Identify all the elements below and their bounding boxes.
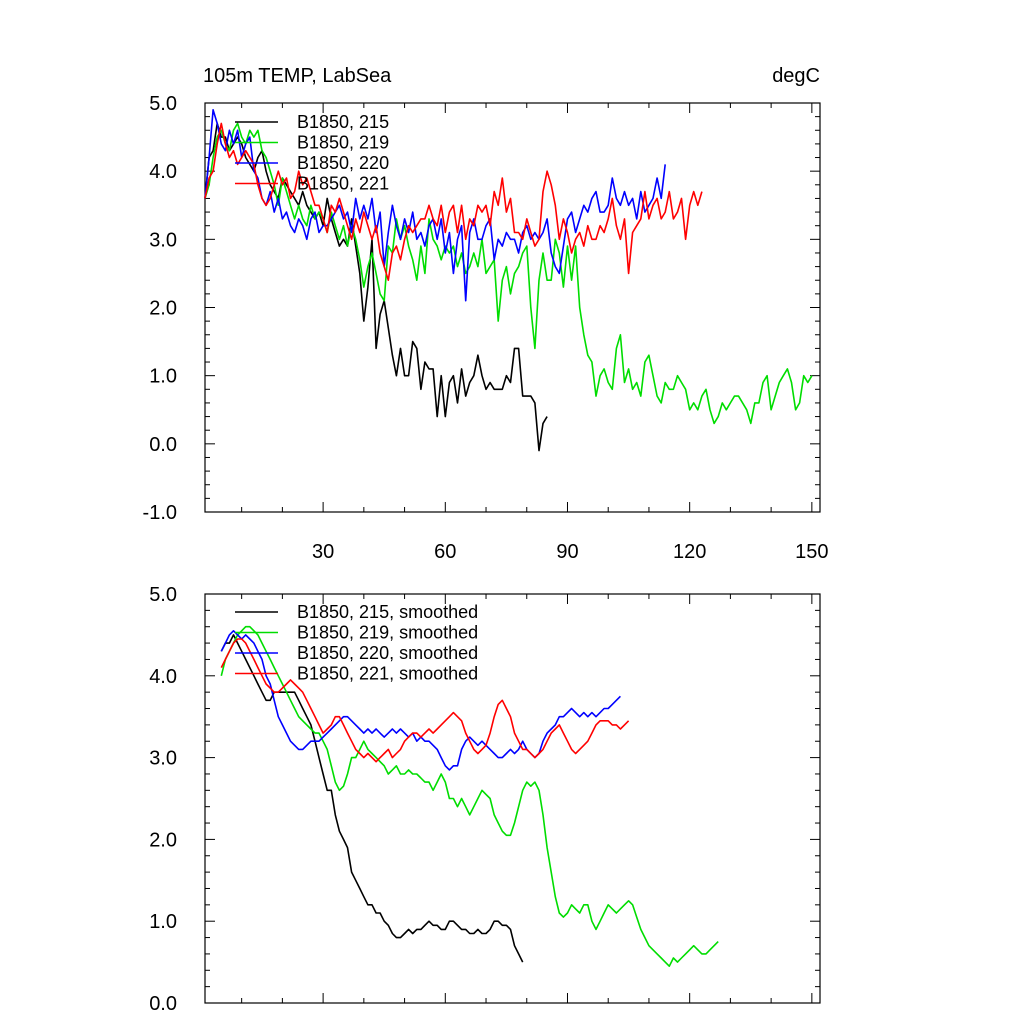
y-tick-label: 0.0 <box>149 434 177 456</box>
series-line-4 <box>204 122 703 282</box>
x-tick-label: 30 <box>312 541 334 563</box>
y-tick-label: 0.0 <box>149 993 177 1015</box>
series-line-2 <box>220 625 719 968</box>
units-label: degC <box>772 65 820 87</box>
series-line-2 <box>204 122 813 425</box>
y-tick-label: 5.0 <box>149 584 177 606</box>
series-line-1 <box>220 634 524 963</box>
y-tick-label: 3.0 <box>149 229 177 251</box>
series-line-4 <box>220 638 630 763</box>
plot-frame <box>204 593 821 1004</box>
y-tick-label: 4.0 <box>149 666 177 688</box>
chart-title: 105m TEMP, LabSea <box>203 65 392 87</box>
y-tick-label: -1.0 <box>143 502 177 524</box>
y-tick-label: 3.0 <box>149 748 177 770</box>
x-tick-label: 60 <box>434 541 456 563</box>
legend-label-1: B1850, 215, smoothed <box>297 602 478 622</box>
legend-label-3: B1850, 220 <box>297 153 389 173</box>
legend-label-3: B1850, 220, smoothed <box>297 643 478 663</box>
y-tick-label: 1.0 <box>149 366 177 388</box>
legend-label-1: B1850, 215 <box>297 112 389 132</box>
y-tick-label: 5.0 <box>149 93 177 115</box>
series-line-3 <box>204 109 666 302</box>
x-tick-label: 120 <box>673 541 706 563</box>
x-tick-label: 150 <box>795 541 828 563</box>
panel-top: 105m TEMP, LabSea degC -1.0 0.0 1.0 2.0 3.0 4… <box>143 65 829 563</box>
legend-label-4: B1850, 221 <box>297 174 389 194</box>
legend-label-2: B1850, 219 <box>297 133 389 153</box>
y-tick-label: 2.0 <box>149 829 177 851</box>
legend-label-4: B1850, 221, smoothed <box>297 664 478 684</box>
y-tick-label: 1.0 <box>149 911 177 933</box>
y-tick-label: 2.0 <box>149 298 177 320</box>
x-tick-label: 90 <box>556 541 578 563</box>
y-tick-label: 4.0 <box>149 161 177 183</box>
legend-label-2: B1850, 219, smoothed <box>297 623 478 643</box>
